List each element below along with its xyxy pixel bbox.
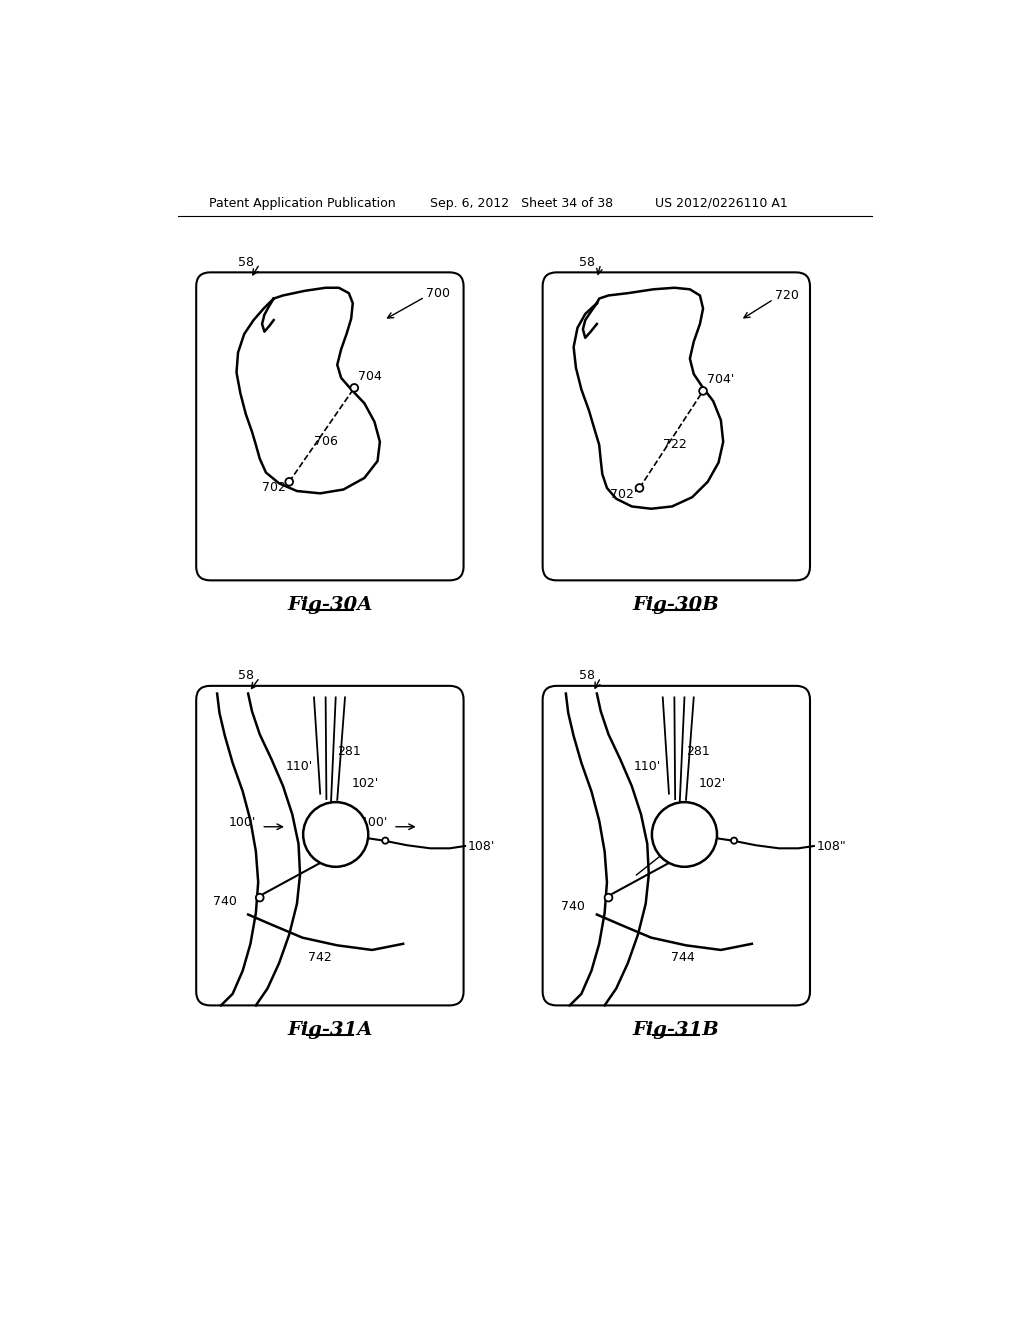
Circle shape (699, 387, 707, 395)
Text: 102': 102' (698, 777, 726, 791)
Text: 108': 108' (467, 840, 495, 853)
Circle shape (652, 803, 717, 867)
Text: 720: 720 (775, 289, 799, 302)
Text: 281: 281 (337, 744, 361, 758)
Text: Fig-30A: Fig-30A (287, 595, 373, 614)
FancyBboxPatch shape (197, 272, 464, 581)
Circle shape (303, 803, 369, 867)
Text: 58: 58 (239, 256, 254, 269)
Text: 740: 740 (213, 895, 237, 908)
Text: 58: 58 (239, 669, 254, 682)
Circle shape (350, 384, 358, 392)
Text: Fig-31A: Fig-31A (287, 1020, 373, 1039)
Circle shape (636, 484, 643, 492)
Text: 702: 702 (262, 482, 286, 495)
Text: 704': 704' (707, 372, 734, 385)
FancyBboxPatch shape (543, 686, 810, 1006)
Text: 108": 108" (816, 840, 846, 853)
Text: Fig-31B: Fig-31B (633, 1020, 720, 1039)
Text: 742: 742 (308, 952, 332, 964)
Text: US 2012/0226110 A1: US 2012/0226110 A1 (655, 197, 787, 210)
Text: 100': 100' (360, 816, 388, 829)
Text: 706: 706 (314, 436, 338, 449)
Text: 740: 740 (561, 900, 586, 913)
Circle shape (382, 838, 388, 843)
Text: 722: 722 (663, 438, 686, 451)
Text: 704: 704 (358, 370, 382, 383)
Text: 58: 58 (580, 256, 595, 269)
Text: 281: 281 (686, 744, 710, 758)
FancyBboxPatch shape (543, 272, 810, 581)
Circle shape (604, 894, 612, 902)
Text: Patent Application Publication: Patent Application Publication (209, 197, 396, 210)
Circle shape (731, 838, 737, 843)
Text: Fig-30B: Fig-30B (633, 595, 720, 614)
Text: 102': 102' (351, 777, 379, 791)
Text: 700: 700 (426, 286, 451, 300)
Text: 100': 100' (228, 816, 256, 829)
Text: Sep. 6, 2012   Sheet 34 of 38: Sep. 6, 2012 Sheet 34 of 38 (430, 197, 613, 210)
Text: 110': 110' (634, 760, 662, 774)
Circle shape (286, 478, 293, 486)
Text: 702': 702' (610, 487, 637, 500)
Text: 744: 744 (671, 952, 694, 964)
Text: 58: 58 (580, 669, 595, 682)
FancyBboxPatch shape (197, 686, 464, 1006)
Text: 110': 110' (286, 760, 312, 774)
Circle shape (256, 894, 263, 902)
